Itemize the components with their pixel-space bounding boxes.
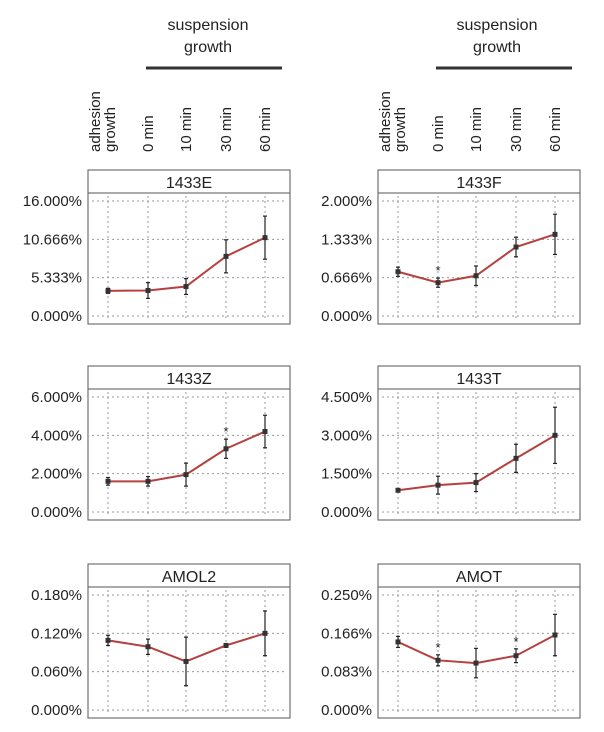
chart-panel-amol2: AMOL2 0.000% 0.060% 0.120% 0.180%	[31, 563, 291, 719]
significance-mark: *	[435, 263, 440, 278]
group-label-line2: growth	[473, 39, 521, 56]
data-point	[223, 642, 229, 648]
data-point	[223, 446, 229, 452]
y-tick-label: 3.000%	[321, 427, 372, 444]
data-point	[183, 284, 189, 290]
chart-panel-1433f: 1433F 0.000% 0.666% 1.333% 2.000% *	[321, 169, 581, 325]
condition-label: adhesion	[377, 91, 394, 152]
data-point	[473, 273, 479, 279]
significance-mark: *	[223, 424, 228, 439]
plot-frame	[377, 365, 581, 521]
data-point	[473, 660, 479, 666]
y-tick-label: 16.000%	[23, 193, 82, 210]
data-point	[435, 280, 441, 286]
y-tick-label: 0.083%	[321, 664, 372, 681]
y-tick-label: 5.333%	[31, 270, 82, 287]
panel-title: 1433T	[456, 371, 502, 388]
y-tick-label: 0.166%	[321, 625, 372, 642]
y-tick-label: 0.000%	[31, 504, 82, 521]
condition-label: 60 min	[547, 107, 564, 152]
condition-label: 30 min	[218, 107, 235, 152]
y-tick-label: 2.000%	[31, 466, 82, 483]
condition-label: 10 min	[468, 107, 485, 152]
data-point	[513, 455, 519, 461]
chart-panel-1433z: 1433Z 0.000% 2.000% 4.000% 6.000% *	[31, 365, 291, 521]
data-point	[105, 478, 111, 484]
y-tick-label: 0.000%	[31, 702, 82, 719]
data-point	[105, 637, 111, 643]
y-tick-label: 10.666%	[23, 231, 82, 248]
panel-title: 1433E	[166, 175, 212, 192]
data-point	[435, 482, 441, 488]
data-point	[105, 288, 111, 294]
y-tick-label: 0.120%	[31, 625, 82, 642]
group-label-line1: suspension	[457, 17, 538, 34]
condition-label: growth	[392, 107, 409, 152]
data-point	[145, 478, 151, 484]
y-tick-label: 0.666%	[321, 270, 372, 287]
data-point	[183, 658, 189, 664]
column-header-left: suspension growth	[146, 17, 282, 70]
data-point	[473, 480, 479, 486]
y-tick-label: 0.060%	[31, 664, 82, 681]
chart-panel-amot: AMOT 0.000% 0.083% 0.166% 0.250% * *	[321, 563, 581, 719]
panel-title: 1433F	[456, 175, 502, 192]
data-point	[395, 639, 401, 645]
y-tick-label: 0.000%	[321, 308, 372, 325]
y-tick-label: 6.000%	[31, 389, 82, 406]
data-point	[145, 287, 151, 293]
data-point	[395, 487, 401, 493]
y-tick-label: 0.000%	[321, 702, 372, 719]
significance-mark: *	[513, 634, 518, 649]
chart-panels: 1433E 0.000% 5.333% 10.666% 16.000% 1433F 0.00…	[23, 169, 581, 719]
data-point	[183, 472, 189, 478]
plot-frame	[87, 563, 291, 719]
data-point	[513, 653, 519, 659]
column-header-right: suspension growth	[436, 17, 572, 70]
chart-panel-1433t: 1433T 0.000% 1.500% 3.000% 4.500%	[321, 365, 581, 521]
data-point	[552, 432, 558, 438]
y-tick-label: 2.000%	[321, 193, 372, 210]
data-point	[552, 632, 558, 638]
data-point	[145, 644, 151, 650]
group-label-line1: suspension	[168, 17, 249, 34]
data-point	[435, 657, 441, 663]
y-tick-label: 1.500%	[321, 466, 372, 483]
y-tick-label: 1.333%	[321, 231, 372, 248]
condition-label: 60 min	[257, 107, 274, 152]
data-point	[223, 253, 229, 259]
panel-title: AMOT	[456, 569, 502, 586]
y-tick-label: 0.250%	[321, 587, 372, 604]
group-label-line2: growth	[184, 39, 232, 56]
condition-label: 0 min	[140, 115, 157, 152]
plot-frame	[377, 563, 581, 719]
plot-frame	[87, 169, 291, 325]
plot-frame	[377, 169, 581, 325]
data-point	[262, 235, 268, 241]
data-point	[513, 244, 519, 250]
chart-panel-1433e: 1433E 0.000% 5.333% 10.666% 16.000%	[23, 169, 291, 325]
condition-label: 10 min	[178, 107, 195, 152]
data-point	[262, 429, 268, 434]
condition-label: 0 min	[430, 115, 447, 152]
data-point	[552, 231, 558, 237]
condition-label: adhesion	[87, 91, 104, 152]
panel-title: AMOL2	[162, 569, 216, 586]
y-tick-label: 0.000%	[321, 504, 372, 521]
y-tick-label: 0.000%	[31, 308, 82, 325]
y-tick-label: 4.000%	[31, 427, 82, 444]
condition-label: growth	[102, 107, 119, 152]
y-tick-label: 0.180%	[31, 587, 82, 604]
plot-frame	[87, 365, 291, 521]
data-point	[395, 269, 401, 275]
significance-mark: *	[435, 640, 440, 655]
panel-title: 1433Z	[166, 371, 212, 388]
y-tick-label: 4.500%	[321, 389, 372, 406]
data-point	[262, 630, 268, 636]
condition-label: 30 min	[508, 107, 525, 152]
